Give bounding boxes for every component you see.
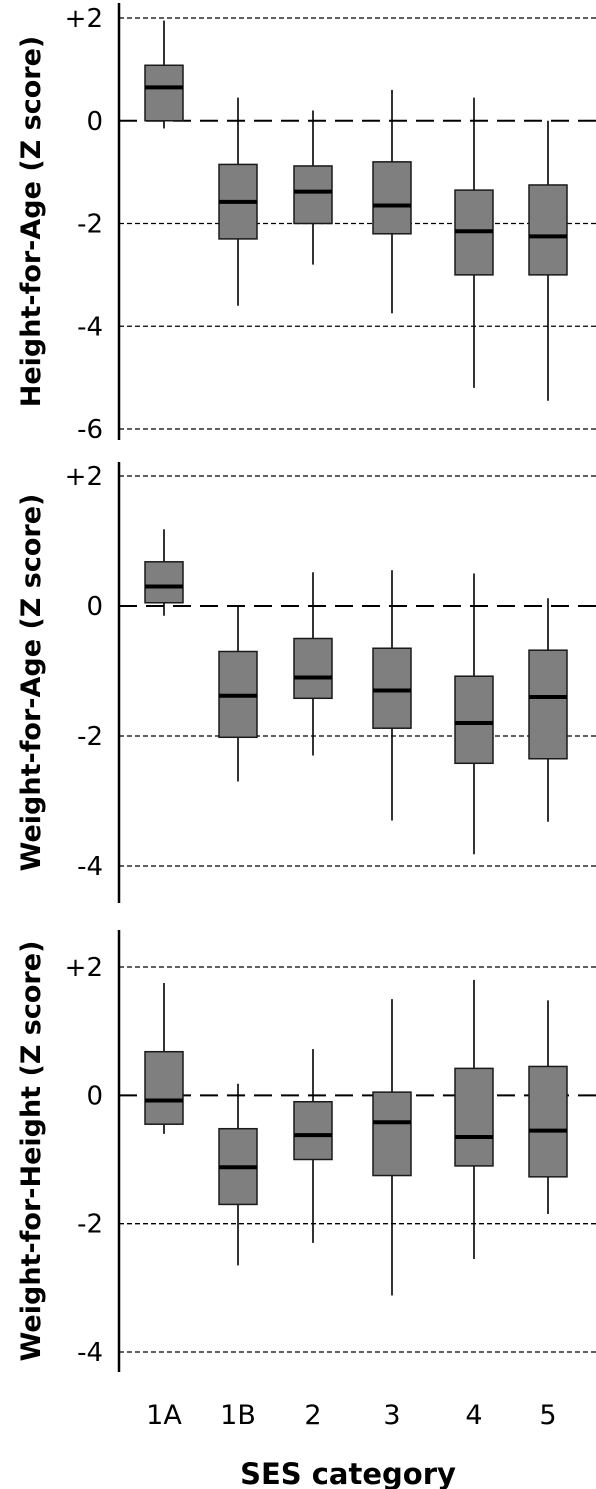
- box-3: [372, 570, 412, 821]
- y-tick-label: -4: [77, 1338, 103, 1368]
- iqr-box: [293, 1101, 333, 1161]
- panel-2: +2 0 -2 -4 Weight-for-Age (Z score): [16, 462, 596, 903]
- y-tick-label: 0: [86, 107, 103, 137]
- box-2: [293, 572, 333, 756]
- y-tick-label: +2: [65, 4, 103, 34]
- x-category-label: 3: [383, 1400, 400, 1431]
- iqr-box: [528, 649, 568, 760]
- box-5: [528, 1000, 568, 1215]
- box-5: [528, 598, 568, 822]
- panel-1: +2 0 -2 -4 -6 Height-for-Age (Z score): [16, 3, 596, 445]
- iqr-box: [144, 1050, 184, 1125]
- iqr-box: [293, 637, 333, 700]
- x-category-label: 2: [304, 1400, 321, 1431]
- y-axis-title: Weight-for-Age (Z score): [16, 494, 47, 872]
- x-category-labels: 1A 1B 2 3 4 5: [146, 1400, 556, 1431]
- panel-3: +2 0 -2 -4 Weight-for-Height (Z score): [16, 930, 596, 1372]
- iqr-box: [144, 64, 184, 122]
- box-1B: [218, 97, 258, 306]
- iqr-box: [454, 675, 494, 765]
- x-category-label: 5: [539, 1400, 556, 1431]
- box-1A: [144, 20, 184, 129]
- y-tick-label: 0: [86, 1081, 103, 1111]
- iqr-box: [293, 165, 333, 225]
- y-tick-label: -4: [77, 312, 103, 342]
- iqr-box: [372, 161, 412, 235]
- x-axis-title: SES category: [240, 1457, 456, 1489]
- y-tick-label: -4: [77, 852, 103, 882]
- box-3: [372, 999, 412, 1296]
- box-1B: [218, 606, 258, 782]
- box-5: [528, 120, 568, 401]
- y-tick-label: -2: [77, 1210, 103, 1240]
- iqr-box: [372, 1091, 412, 1177]
- y-tick-label: -6: [77, 415, 103, 445]
- box-4: [454, 979, 494, 1259]
- iqr-box: [528, 1065, 568, 1178]
- y-tick-label: -2: [77, 722, 103, 752]
- x-category-label: 4: [465, 1400, 482, 1431]
- box-2: [293, 1049, 333, 1243]
- y-tick-label: -2: [77, 210, 103, 240]
- box-2: [293, 110, 333, 265]
- panels: +2 0 -2 -4 -6 Height-for-Age (Z score) +2 0 -2 -4…: [16, 3, 596, 1372]
- box-4: [454, 573, 494, 855]
- iqr-box: [372, 647, 412, 729]
- iqr-box: [528, 184, 568, 276]
- y-tick-label: +2: [65, 953, 103, 983]
- iqr-box: [144, 561, 184, 604]
- box-1A: [144, 529, 184, 616]
- box-1B: [218, 1083, 258, 1266]
- box-1A: [144, 983, 184, 1134]
- x-category-label: 1B: [220, 1400, 256, 1431]
- box-3: [372, 89, 412, 314]
- box-4: [454, 97, 494, 388]
- x-category-label: 1A: [146, 1400, 182, 1431]
- y-tick-label: 0: [86, 592, 103, 622]
- y-tick-label: +2: [65, 462, 103, 492]
- y-axis-title: Height-for-Age (Z score): [16, 36, 47, 408]
- y-axis-title: Weight-for-Height (Z score): [16, 941, 47, 1362]
- iqr-box: [454, 1067, 494, 1167]
